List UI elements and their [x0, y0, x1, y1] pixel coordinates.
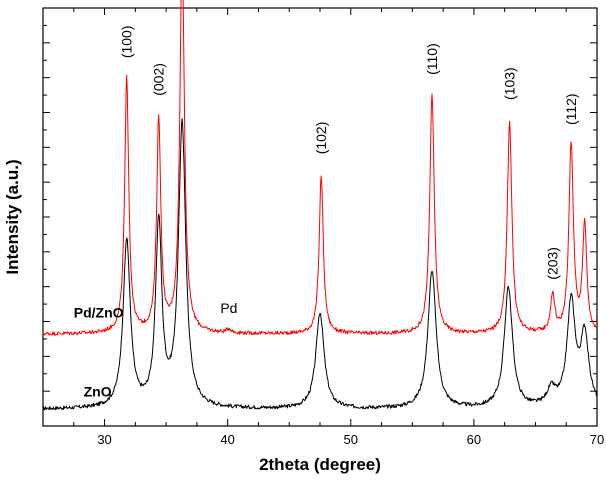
- series-label: Pd/ZnO: [74, 304, 124, 320]
- peak-annotation: (112): [563, 93, 579, 125]
- series-line-zno: [42, 118, 598, 411]
- x-tick-label: 70: [590, 432, 604, 447]
- y-axis-title: Intensity (a.u.): [3, 159, 22, 274]
- peak-annotation: (002): [151, 63, 167, 96]
- pd-annotation: Pd: [220, 300, 237, 316]
- x-axis-title: 2theta (degree): [259, 455, 381, 474]
- x-tick-label: 40: [220, 432, 234, 447]
- peak-annotation: (110): [424, 43, 440, 75]
- peak-annotation: (100): [119, 25, 135, 58]
- series-line-pd-zno: [42, 0, 598, 336]
- curves: [42, 0, 598, 411]
- peak-annotation: (103): [502, 67, 518, 100]
- x-tick-label: 50: [344, 432, 358, 447]
- x-tick-label: 60: [467, 432, 481, 447]
- axes: 30 40 50 60 70: [42, 7, 604, 447]
- series-label: ZnO: [84, 384, 112, 400]
- labels: Pd/ZnOZnO(100)(002)(101)Pd(102)(110)(103…: [74, 25, 579, 400]
- peak-annotation: (102): [313, 122, 329, 155]
- x-tick-label: 30: [97, 432, 111, 447]
- peak-annotation: (203): [545, 247, 561, 280]
